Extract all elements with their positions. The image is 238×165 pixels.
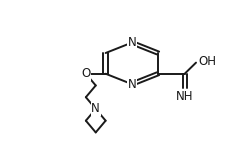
Text: OH: OH [198, 55, 216, 68]
Text: NH: NH [176, 90, 193, 103]
Text: N: N [91, 102, 100, 116]
Text: N: N [127, 36, 136, 49]
Text: N: N [127, 78, 136, 91]
Text: O: O [81, 67, 90, 80]
